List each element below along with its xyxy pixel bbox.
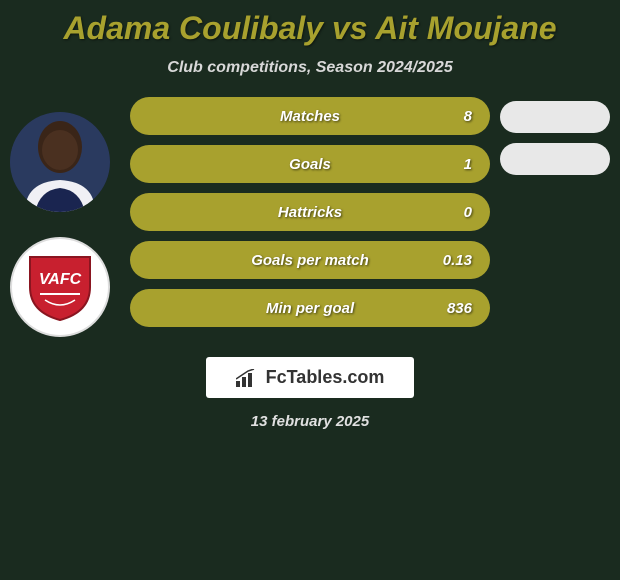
- stat-value: 0: [464, 204, 472, 221]
- branding-badge: FcTables.com: [206, 357, 415, 398]
- stat-value: 8: [464, 108, 472, 125]
- stat-label: Matches: [280, 108, 340, 125]
- stat-value: 1: [464, 156, 472, 173]
- club-logo-icon: VAFC: [20, 252, 100, 322]
- stat-bar-hattricks: Hattricks 0: [130, 193, 490, 231]
- comparison-pill: [500, 101, 610, 133]
- stat-label: Hattricks: [278, 204, 342, 221]
- main-container: Adama Coulibaly vs Ait Moujane Club comp…: [0, 0, 620, 440]
- page-subtitle: Club competitions, Season 2024/2025: [0, 59, 620, 77]
- stat-label: Goals per match: [251, 252, 369, 269]
- stat-bar-goals-per-match: Goals per match 0.13: [130, 241, 490, 279]
- player-silhouette-icon: [10, 112, 110, 212]
- club-logo-text: VAFC: [39, 271, 82, 288]
- club-avatar: VAFC: [10, 237, 110, 337]
- stat-bar-min-per-goal: Min per goal 836: [130, 289, 490, 327]
- stat-bar-goals: Goals 1: [130, 145, 490, 183]
- date-text: 13 february 2025: [251, 413, 369, 430]
- comparison-pill: [500, 143, 610, 175]
- branding-text: FcTables.com: [266, 367, 385, 388]
- page-title: Adama Coulibaly vs Ait Moujane: [0, 10, 620, 47]
- right-pill-column: [500, 97, 610, 175]
- content-row: VAFC Matches 8 Goals 1 Hattricks 0 Goals…: [0, 97, 620, 337]
- stat-label: Min per goal: [266, 300, 354, 317]
- stat-value: 836: [447, 300, 472, 317]
- stat-label: Goals: [289, 156, 331, 173]
- stat-bar-matches: Matches 8: [130, 97, 490, 135]
- chart-icon: [236, 369, 258, 387]
- stat-value: 0.13: [443, 252, 472, 269]
- footer: FcTables.com 13 february 2025: [0, 357, 620, 430]
- player-avatar: [10, 112, 110, 212]
- avatar-column: VAFC: [10, 97, 120, 337]
- stats-column: Matches 8 Goals 1 Hattricks 0 Goals per …: [120, 97, 500, 327]
